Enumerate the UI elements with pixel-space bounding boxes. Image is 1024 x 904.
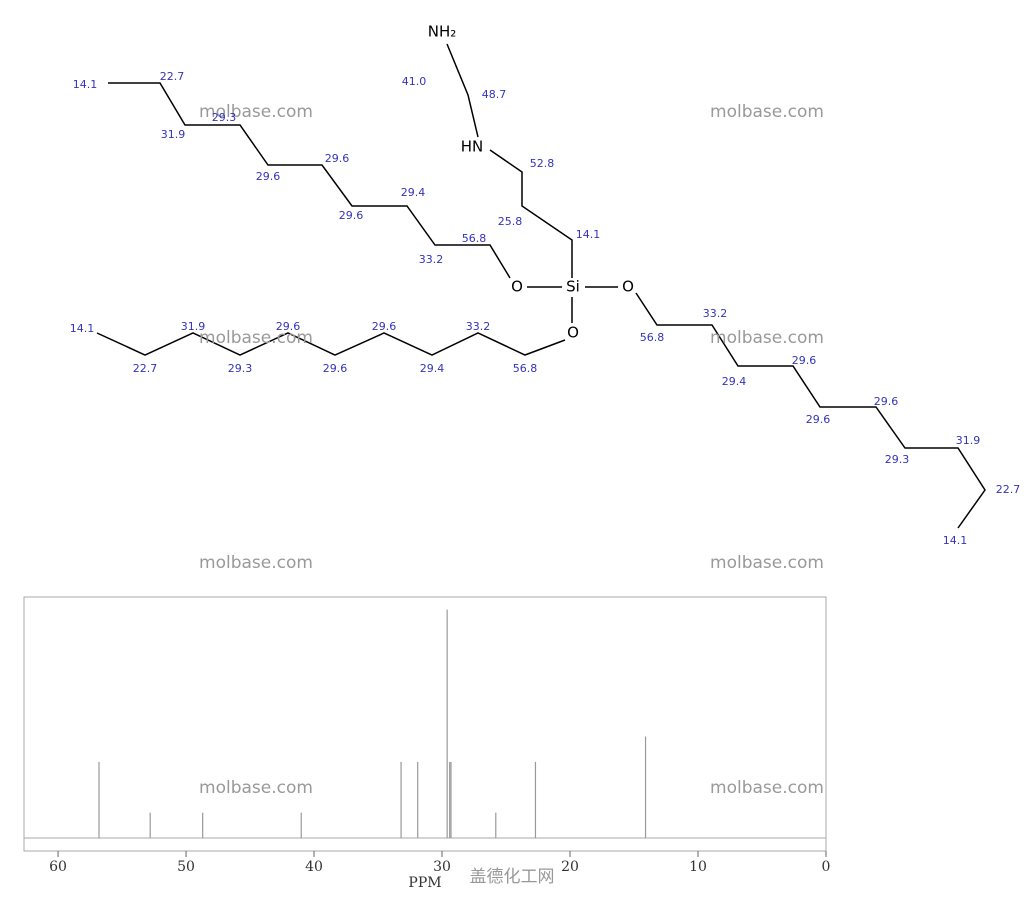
watermark: molbase.com: [710, 778, 824, 798]
x-axis-label: PPM: [408, 875, 441, 891]
watermark: molbase.com: [199, 778, 313, 798]
shift-label: 52.8: [530, 157, 555, 170]
shift-label: 29.6: [256, 170, 281, 183]
bond: [446, 43, 479, 138]
shift-label: 33.2: [703, 307, 728, 320]
plot-frame: [23, 596, 827, 852]
atom-label: O: [567, 324, 579, 342]
shift-label: 29.4: [722, 375, 747, 388]
x-tick-label: 30: [433, 859, 451, 875]
atom-label: O: [511, 278, 523, 296]
shift-label: 31.9: [956, 434, 981, 447]
shift-label: 31.9: [181, 320, 206, 333]
shift-label: 14.1: [73, 78, 98, 91]
shift-label: 29.3: [885, 453, 910, 466]
x-tick-label: 20: [561, 859, 579, 875]
shift-label: 41.0: [402, 75, 427, 88]
bond: [108, 82, 511, 279]
shift-label: 29.6: [372, 320, 397, 333]
shift-label: 22.7: [133, 362, 158, 375]
x-tick-label: 0: [822, 859, 831, 875]
watermark: molbase.com: [710, 553, 824, 573]
shift-label: 29.4: [420, 362, 445, 375]
watermark: molbase.com: [199, 102, 313, 122]
shift-label: 29.6: [792, 354, 817, 367]
shift-label: 56.8: [640, 331, 665, 344]
shift-label: 29.3: [228, 362, 253, 375]
shift-label: 56.8: [462, 232, 487, 245]
shift-label: 29.6: [325, 152, 350, 165]
shift-label: 56.8: [513, 362, 538, 375]
shift-label: 29.6: [806, 413, 831, 426]
watermark: molbase.com: [199, 328, 313, 348]
shift-label: 14.1: [70, 322, 95, 335]
shift-label: 14.1: [576, 228, 601, 241]
shift-label: 29.6: [874, 395, 899, 408]
bonds: [96, 43, 986, 529]
shift-label: 14.1: [943, 534, 968, 547]
watermark: molbase.com: [199, 553, 313, 573]
shift-label: 25.8: [498, 215, 523, 228]
watermark: molbase.com: [710, 328, 824, 348]
x-tick-label: 50: [177, 859, 195, 875]
shift-label: 29.6: [276, 320, 301, 333]
shift-label: 29.3: [212, 111, 237, 124]
shift-label: 31.9: [161, 128, 186, 141]
bond: [96, 332, 566, 356]
atom-label: Si: [566, 278, 580, 296]
x-tick-label: 40: [305, 859, 323, 875]
atom-label: O: [622, 278, 634, 296]
atom-label: NH₂: [428, 23, 457, 41]
watermark: molbase.com: [710, 102, 824, 122]
shift-label: 29.4: [401, 186, 426, 199]
bond: [635, 292, 986, 529]
atom-label: HN: [461, 138, 484, 156]
site-watermark: 盖德化工网: [470, 867, 555, 887]
shift-label: 48.7: [482, 88, 507, 101]
x-tick-label: 10: [689, 859, 707, 875]
bond: [489, 149, 573, 278]
x-tick-label: 60: [49, 859, 67, 875]
shift-label: 29.6: [339, 209, 364, 222]
shift-label: 22.7: [160, 70, 185, 83]
shift-label: 33.2: [419, 253, 444, 266]
shift-label: 22.7: [996, 483, 1021, 496]
shift-label: 29.6: [323, 362, 348, 375]
shift-label: 33.2: [466, 320, 491, 333]
